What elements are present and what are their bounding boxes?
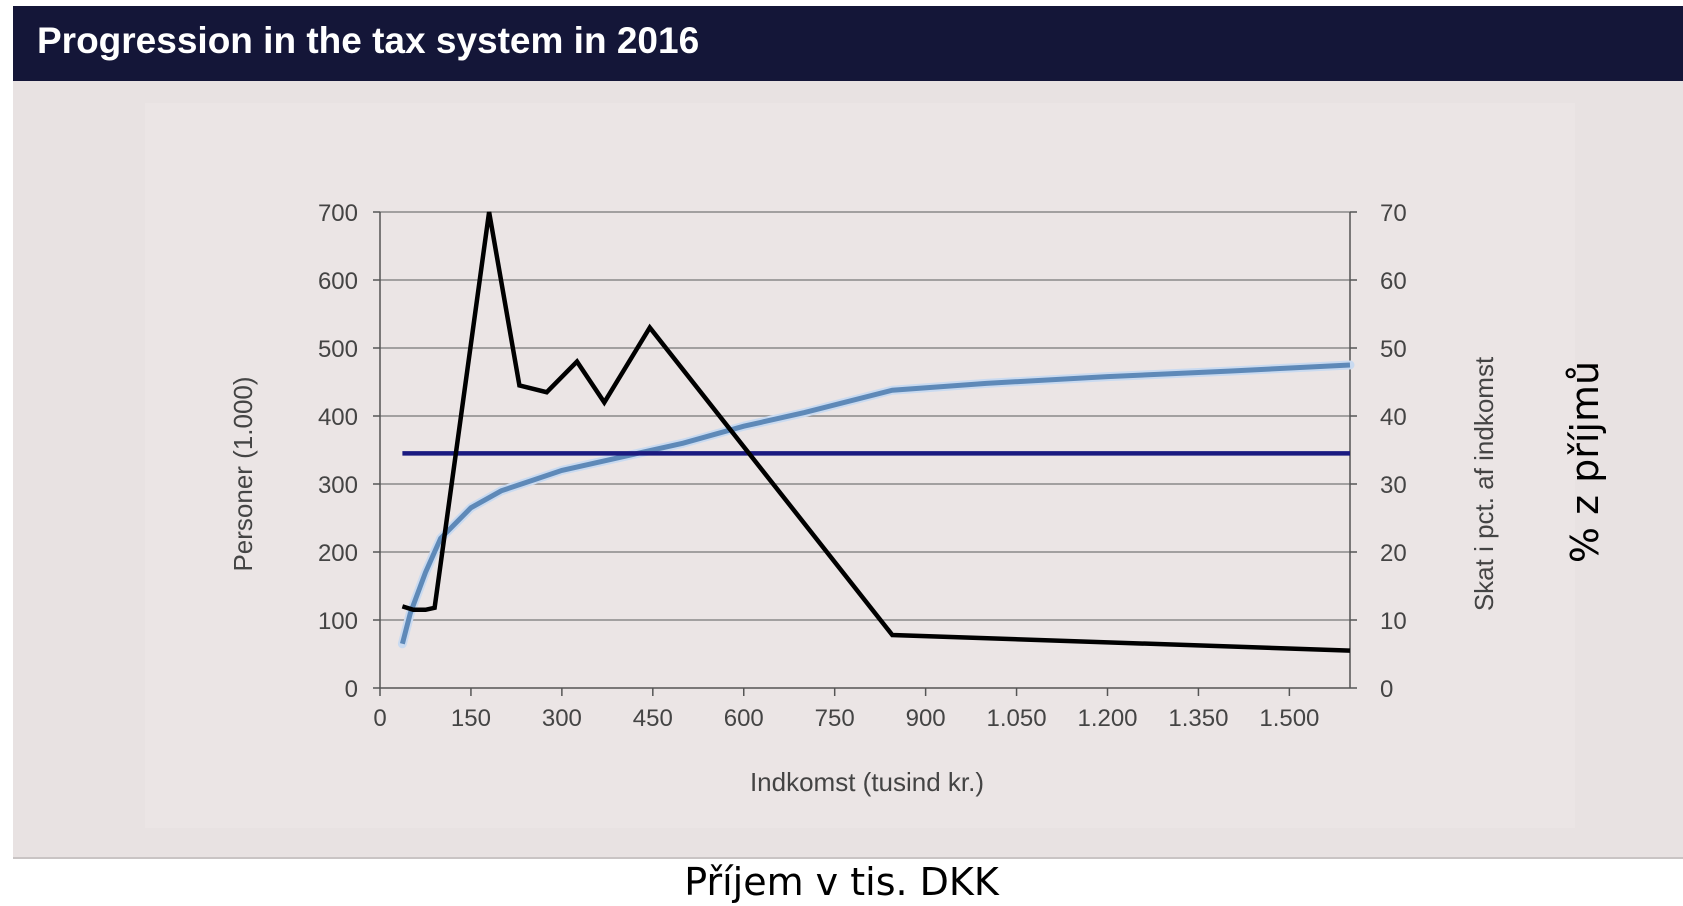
y-left-tick-label: 600 bbox=[318, 268, 358, 295]
y-right-tick-label: 60 bbox=[1380, 268, 1407, 295]
overlay-x-label: Příjem v tis. DKK bbox=[684, 860, 999, 904]
chart-title: Progression in the tax system in 2016 bbox=[37, 20, 700, 61]
axes bbox=[373, 211, 1357, 696]
x-axis-label: Indkomst (tusind kr.) bbox=[750, 767, 984, 797]
series-persons-line bbox=[401, 211, 1351, 653]
x-tick-label: 750 bbox=[815, 705, 855, 732]
grid-lines bbox=[380, 211, 1350, 621]
y-axis-right-label: Skat i pct. af indkomst bbox=[1469, 356, 1499, 611]
y-right-tick-label: 10 bbox=[1380, 608, 1407, 635]
series bbox=[397, 211, 1355, 653]
x-tick-label: 150 bbox=[451, 705, 491, 732]
title-bar: Progression in the tax system in 2016 bbox=[13, 6, 1683, 81]
x-tick-label: 600 bbox=[724, 705, 764, 732]
x-tick-label: 0 bbox=[373, 705, 386, 732]
plot-area-background bbox=[145, 103, 1575, 828]
overlay-y-label: % z příjmů bbox=[1563, 360, 1607, 564]
y-axis-left-label: Personer (1.000) bbox=[228, 376, 258, 571]
y-right-tick-label: 20 bbox=[1380, 540, 1407, 567]
y-right-tick-label: 30 bbox=[1380, 472, 1407, 499]
x-tick-label: 900 bbox=[906, 705, 946, 732]
x-tick-label: 300 bbox=[542, 705, 582, 732]
y-left-tick-label: 100 bbox=[318, 608, 358, 635]
y-right-tick-label: 70 bbox=[1380, 200, 1407, 227]
y-left-tick-label: 500 bbox=[318, 336, 358, 363]
y-left-tick-label: 300 bbox=[318, 472, 358, 499]
y-right-tick-label: 0 bbox=[1380, 676, 1393, 703]
y-left-tick-label: 0 bbox=[345, 676, 358, 703]
x-tick-label: 1.200 bbox=[1077, 705, 1137, 732]
x-tick-label: 1.350 bbox=[1168, 705, 1228, 732]
x-tick-label: 1.500 bbox=[1259, 705, 1319, 732]
y-left-tick-label: 400 bbox=[318, 404, 358, 431]
y-left-tick-label: 200 bbox=[318, 540, 358, 567]
y-right-tick-label: 50 bbox=[1380, 336, 1407, 363]
x-tick-label: 1.050 bbox=[987, 705, 1047, 732]
x-tick-label: 450 bbox=[633, 705, 673, 732]
y-left-tick-label: 700 bbox=[318, 200, 358, 227]
y-right-tick-label: 40 bbox=[1380, 404, 1407, 431]
series-average-tax-halo bbox=[397, 360, 1355, 649]
series-average-tax-line bbox=[399, 362, 1351, 645]
